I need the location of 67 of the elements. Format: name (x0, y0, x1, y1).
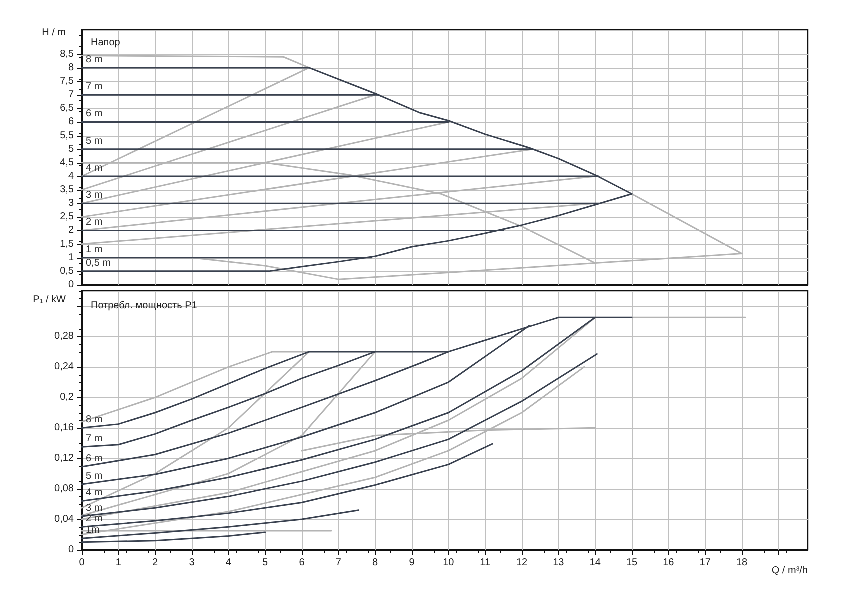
x-tick-label: 0 (79, 558, 86, 568)
y-tick-label: 4,5 (60, 157, 74, 168)
series-label: 5 m (86, 470, 103, 482)
y-tick-label: 2,5 (60, 212, 74, 223)
y-axis-title: H / m (42, 28, 66, 38)
series-label: 3 m (86, 502, 103, 514)
y-tick-label: 7,5 (60, 76, 74, 88)
series-label: 8 m (86, 414, 103, 426)
x-tick-label: 13 (553, 558, 565, 568)
series-label: 0,5 m (86, 258, 112, 269)
y-tick-label: 1 (68, 252, 74, 264)
y-tick-label: 0,2 (60, 392, 74, 404)
y-tick-label: 0,5 (60, 266, 74, 277)
y-tick-label: 4 (68, 170, 74, 182)
x-tick-label: 10 (443, 558, 455, 568)
y-tick-label: 5 (68, 144, 74, 155)
y-tick-label: 6,5 (60, 103, 74, 114)
y-tick-label: 3 (68, 198, 74, 210)
series-label: 4 m (86, 162, 103, 174)
y-tick-label: 8,5 (60, 48, 74, 60)
text: Потребл. мощность P1 (91, 300, 198, 312)
x-tick-label: 12 (516, 558, 528, 568)
y-tick-label: 0 (68, 544, 74, 556)
series-label: 8 m (86, 54, 103, 66)
y-tick-label: 0,08 (54, 484, 74, 495)
y-tick-label: 0 (68, 280, 74, 290)
series-label: 3 m (86, 190, 103, 202)
y-tick-label: 0,28 (54, 331, 74, 342)
x-tick-label: 2 (152, 558, 159, 568)
y-tick-label: 0,12 (54, 453, 74, 464)
y-tick-label: 0,04 (54, 514, 74, 526)
y-tick-label: 6 (68, 116, 74, 128)
series-label: 6 m (86, 108, 103, 120)
x-tick-label: 6 (299, 558, 306, 568)
y-tick-label: 7 (68, 90, 74, 101)
text: Напор (91, 38, 121, 48)
series-label: 7 m (86, 82, 103, 93)
y-tick-label: 5,5 (60, 130, 74, 142)
series-label: 7 m (86, 434, 103, 445)
x-tick-label: 11 (480, 558, 491, 568)
x-tick-label: 17 (700, 558, 712, 568)
y-tick-label: 1,5 (60, 238, 74, 250)
series-label: 1 m (86, 244, 103, 256)
series-label: 2 m (86, 514, 103, 525)
x-axis-title: Q / m³/h (772, 566, 808, 576)
x-tick-label: 3 (189, 558, 196, 568)
y-tick-label: 0,24 (54, 362, 74, 373)
y-tick-label: 8 (68, 62, 74, 74)
y-tick-label: 2 (68, 225, 74, 236)
series-label: 5 m (86, 136, 103, 147)
series-label: 2 m (86, 217, 103, 228)
x-tick-label: 14 (590, 558, 602, 568)
x-tick-label: 16 (663, 558, 675, 568)
x-tick-label: 8 (372, 558, 379, 568)
series-label: 6 m (86, 453, 103, 464)
x-tick-label: 18 (736, 558, 748, 568)
series-label: 4 m (86, 488, 103, 499)
y-tick-label: 3,5 (60, 184, 74, 196)
x-tick-label: 4 (226, 558, 232, 568)
x-tick-label: 5 (262, 558, 269, 568)
series-label: 1m (86, 525, 100, 536)
x-tick-label: 15 (626, 558, 638, 568)
x-tick-label: 7 (336, 558, 342, 568)
x-tick-label: 9 (409, 558, 416, 568)
y-tick-label: 0,16 (54, 422, 74, 434)
x-tick-label: 1 (116, 558, 122, 568)
y-axis-title: P₁ / kW (33, 294, 67, 306)
